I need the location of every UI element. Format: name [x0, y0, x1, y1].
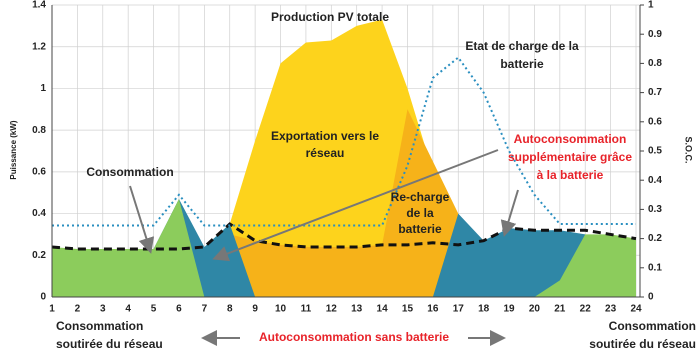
x-tick-label: 12	[326, 304, 338, 315]
x-tick-label: 3	[100, 304, 106, 315]
y2-tick-label: 0.2	[648, 233, 662, 244]
x-tick-label: 8	[227, 304, 233, 315]
annotation: soutirée du réseau	[56, 337, 163, 351]
y-tick-label: 0	[40, 292, 46, 303]
annotation: réseau	[306, 146, 345, 160]
x-tick-label: 16	[427, 304, 439, 315]
x-tick-label: 20	[529, 304, 541, 315]
x-tick-label: 19	[503, 304, 515, 315]
y-axis-title: Puissance (kW)	[9, 120, 18, 179]
y2-tick-label: 0.9	[648, 29, 662, 40]
annotation: Autoconsommation sans batterie	[259, 330, 449, 344]
area	[52, 198, 636, 297]
y-tick-label: 1.4	[32, 0, 46, 11]
y-tick-label: 1.2	[32, 41, 46, 52]
y-tick-label: 1	[40, 83, 46, 94]
y2-tick-label: 0.7	[648, 87, 662, 98]
annotation: batterie	[500, 57, 544, 71]
annotation: supplémentaire grâce	[508, 150, 632, 164]
x-tick-label: 5	[151, 304, 157, 315]
y2-tick-label: 0.3	[648, 204, 662, 215]
annotation: à la batterie	[537, 168, 604, 182]
y2-tick-label: 0.1	[648, 262, 662, 273]
y2-axis-title: S.O.C.	[684, 136, 694, 163]
annotation: Consommation	[86, 165, 173, 179]
x-tick-label: 24	[630, 304, 642, 315]
x-tick-label: 2	[75, 304, 81, 315]
x-tick-label: 7	[202, 304, 208, 315]
annotation: Consommation	[56, 319, 143, 333]
x-tick-label: 21	[554, 304, 566, 315]
y2-tick-label: 0.6	[648, 116, 662, 127]
x-tick-label: 4	[125, 304, 131, 315]
y2-tick-label: 1	[648, 0, 654, 11]
x-tick-label: 22	[580, 304, 592, 315]
annotation: Re-charge	[391, 190, 450, 204]
annotation: Consommation	[609, 319, 696, 333]
y-tick-label: 0.8	[32, 125, 46, 136]
annotation: de la	[406, 206, 434, 220]
x-tick-label: 6	[176, 304, 182, 315]
arrow	[129, 185, 155, 254]
annotation: Production PV totale	[271, 10, 389, 24]
y-tick-label: 0.6	[32, 166, 46, 177]
x-tick-label: 1	[49, 304, 55, 315]
y2-tick-label: 0.8	[648, 58, 662, 69]
x-tick-label: 17	[453, 304, 465, 315]
x-tick-label: 13	[351, 304, 363, 315]
line	[52, 56, 636, 227]
x-tick-label: 23	[605, 304, 617, 315]
x-tick-label: 15	[402, 304, 414, 315]
y-tick-label: 0.2	[32, 250, 46, 261]
x-tick-label: 14	[377, 304, 389, 315]
area	[52, 109, 636, 298]
y-tick-label: 0.4	[32, 208, 46, 219]
x-tick-label: 9	[252, 304, 258, 315]
annotation: soutirée du réseau	[589, 337, 696, 351]
arrow	[500, 189, 519, 237]
y2-tick-label: 0.5	[648, 146, 662, 157]
x-tick-label: 10	[275, 304, 287, 315]
area	[52, 19, 636, 297]
annotation: Etat de charge de la	[465, 39, 579, 53]
x-tick-label: 18	[478, 304, 490, 315]
arrow	[212, 149, 499, 262]
annotation: Autoconsommation	[514, 132, 627, 146]
annotation: Exportation vers le	[271, 129, 379, 143]
x-tick-label: 11	[301, 304, 312, 315]
y2-tick-label: 0	[648, 292, 654, 303]
y2-tick-label: 0.4	[648, 175, 662, 186]
annotation: batterie	[398, 222, 442, 236]
